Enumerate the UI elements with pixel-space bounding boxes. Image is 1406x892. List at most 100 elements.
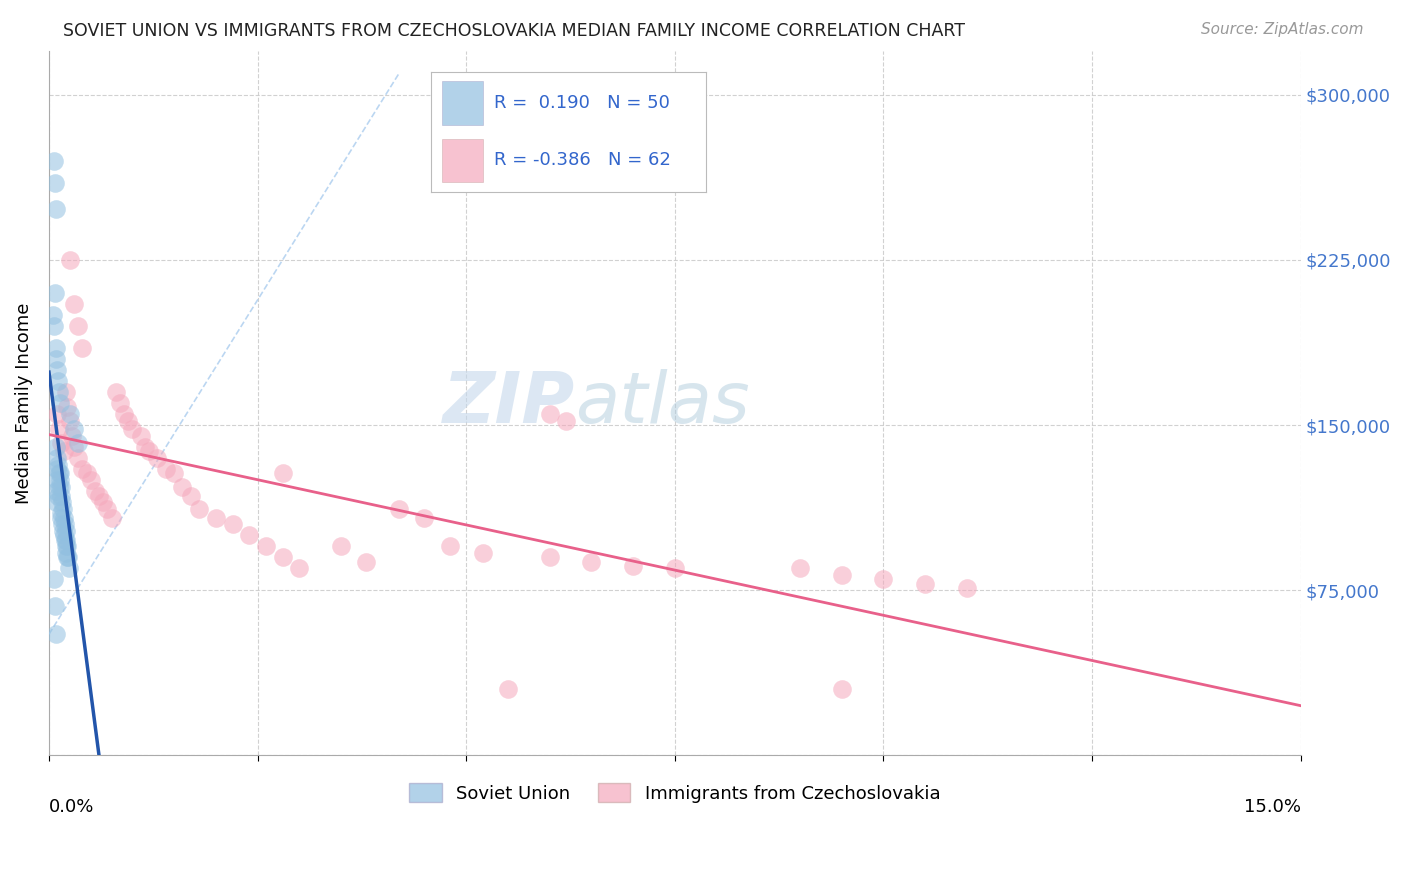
Point xyxy=(67,451,90,466)
Point xyxy=(76,467,98,481)
Point xyxy=(59,414,82,428)
Point xyxy=(205,510,228,524)
Point xyxy=(48,467,70,481)
Point xyxy=(55,384,77,399)
Point xyxy=(63,440,86,454)
Point xyxy=(53,444,76,458)
Point xyxy=(46,473,69,487)
Point xyxy=(330,539,353,553)
Point xyxy=(538,407,561,421)
Point xyxy=(49,480,72,494)
Point xyxy=(67,318,90,333)
Text: atlas: atlas xyxy=(575,368,749,437)
Point xyxy=(72,341,94,355)
Point xyxy=(49,396,72,410)
Point xyxy=(53,528,76,542)
Point xyxy=(664,561,686,575)
Point xyxy=(48,384,70,399)
Point xyxy=(55,546,77,560)
Point xyxy=(55,533,77,547)
Text: ZIP: ZIP xyxy=(443,368,575,437)
Point xyxy=(63,297,86,311)
Point xyxy=(163,467,186,481)
Point xyxy=(45,202,67,217)
Point xyxy=(155,462,177,476)
Point xyxy=(172,480,194,494)
Point xyxy=(60,429,83,443)
Point xyxy=(56,550,79,565)
Point xyxy=(254,539,277,553)
Point xyxy=(496,682,519,697)
Point xyxy=(45,341,67,355)
Point xyxy=(221,517,243,532)
Point xyxy=(46,451,69,466)
Point xyxy=(104,384,127,399)
Point xyxy=(44,176,66,190)
Point xyxy=(51,435,73,450)
Point xyxy=(63,422,86,436)
Point xyxy=(45,627,67,641)
Point xyxy=(581,555,603,569)
Point xyxy=(45,440,67,454)
Point xyxy=(67,435,90,450)
Point xyxy=(188,501,211,516)
Point xyxy=(555,414,578,428)
Point xyxy=(46,458,69,472)
Point xyxy=(58,561,80,575)
Point xyxy=(180,488,202,502)
Point xyxy=(46,374,69,388)
Point xyxy=(112,407,135,421)
Point xyxy=(238,528,260,542)
Text: 0.0%: 0.0% xyxy=(49,797,94,815)
Point xyxy=(46,407,69,421)
Point xyxy=(271,550,294,565)
Point xyxy=(146,451,169,466)
Point xyxy=(42,572,65,586)
Point xyxy=(55,539,77,553)
Point xyxy=(80,473,103,487)
Point xyxy=(413,510,436,524)
Point xyxy=(51,510,73,524)
Point xyxy=(121,422,143,436)
Point xyxy=(56,539,79,553)
Point xyxy=(138,444,160,458)
Point xyxy=(44,285,66,300)
Point xyxy=(271,467,294,481)
Point xyxy=(72,462,94,476)
Text: Source: ZipAtlas.com: Source: ZipAtlas.com xyxy=(1201,22,1364,37)
Point xyxy=(439,539,461,553)
Point xyxy=(83,484,105,499)
Point xyxy=(56,550,79,565)
Point xyxy=(53,533,76,547)
Point xyxy=(100,510,122,524)
Point xyxy=(49,473,72,487)
Point xyxy=(46,462,69,476)
Point xyxy=(46,363,69,377)
Point xyxy=(108,396,131,410)
Point xyxy=(831,682,853,697)
Point xyxy=(53,517,76,532)
Point xyxy=(59,252,82,267)
Point xyxy=(59,407,82,421)
Text: 15.0%: 15.0% xyxy=(1244,797,1301,815)
Point xyxy=(117,414,139,428)
Point xyxy=(48,422,70,436)
Legend: Soviet Union, Immigrants from Czechoslovakia: Soviet Union, Immigrants from Czechoslov… xyxy=(402,776,948,810)
Point xyxy=(45,351,67,366)
Point xyxy=(55,524,77,538)
Point xyxy=(51,495,73,509)
Point xyxy=(52,501,75,516)
Point xyxy=(354,555,377,569)
Point xyxy=(621,558,644,573)
Point xyxy=(51,517,73,532)
Point xyxy=(44,599,66,613)
Point xyxy=(42,308,65,322)
Point xyxy=(91,495,114,509)
Point xyxy=(87,488,110,502)
Point xyxy=(42,153,65,168)
Point xyxy=(48,480,70,494)
Point xyxy=(96,501,118,516)
Point xyxy=(46,488,69,502)
Point xyxy=(52,524,75,538)
Point xyxy=(914,576,936,591)
